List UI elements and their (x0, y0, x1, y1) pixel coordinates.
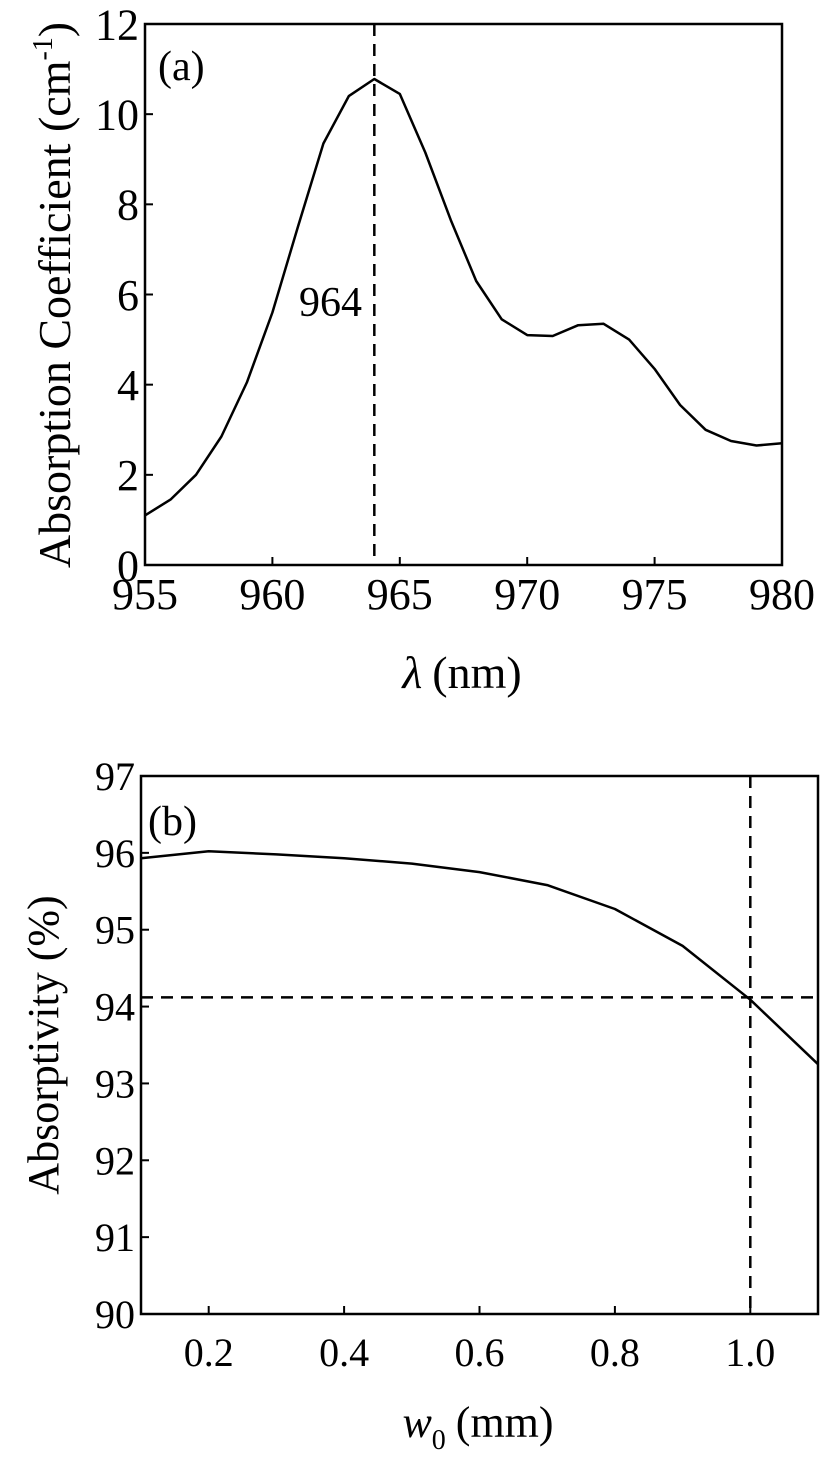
x-axis-label-a-symbol: λ (400, 647, 422, 698)
x-tick-label-a: 980 (749, 570, 815, 619)
y-tick-label-a: 6 (117, 271, 139, 320)
x-tick-label-b: 1.0 (725, 1330, 775, 1375)
panel-label-b: (b) (148, 799, 197, 845)
y-axis-label-a-close: ) (29, 22, 80, 37)
y-tick-label-a: 2 (117, 451, 139, 500)
x-axis-label-b-sub: 0 (432, 1425, 446, 1456)
y-axis-label-b: Absorptivity (%) (19, 895, 68, 1194)
annotation-964: 964 (299, 280, 362, 326)
y-tick-label-b: 97 (95, 754, 135, 799)
ticks-b: 0.2 0.4 0.6 0.8 1.0 90 91 92 93 94 95 96 97 (95, 754, 775, 1375)
y-tick-label-b: 96 (95, 831, 135, 876)
x-axis-label-b: w0 (mm) (402, 1398, 553, 1456)
x-tick-label-b: 0.6 (455, 1330, 505, 1375)
y-axis-label-a-text: Absorption Coefficient (cm (29, 60, 80, 568)
series-line-a (144, 77, 783, 517)
x-tick-label-a: 955 (112, 570, 178, 619)
x-tick-label-a: 970 (494, 570, 560, 619)
y-tick-label-a: 8 (117, 181, 139, 230)
plot-frame-a (143, 22, 784, 567)
x-axis-label-a: λ (nm) (400, 647, 521, 698)
x-tick-label-b: 0.4 (319, 1330, 369, 1375)
panel-label-a: (a) (158, 44, 205, 90)
y-tick-label-b: 93 (95, 1061, 135, 1106)
panel-b: 0.2 0.4 0.6 0.8 1.0 90 91 92 93 94 95 96 97 (b) Abso… (19, 754, 820, 1456)
y-tick-label-b: 92 (95, 1138, 135, 1183)
x-tick-label-b: 0.2 (184, 1330, 234, 1375)
x-axis-label-a-unit: (nm) (432, 647, 521, 698)
panel-a: 955 960 965 970 975 980 0 2 4 6 8 10 12 964 (a) Abso… (28, 0, 815, 698)
y-tick-label-b: 94 (95, 985, 135, 1030)
series-line-b (140, 850, 819, 1066)
x-tick-label-b: 0.8 (590, 1330, 640, 1375)
x-tick-label-a: 965 (367, 570, 433, 619)
y-tick-label-a: 4 (117, 361, 139, 410)
ticks-a: 955 960 965 970 975 980 0 2 4 6 8 10 12 (95, 0, 815, 619)
x-tick-label-a: 975 (622, 570, 688, 619)
y-tick-label-b: 95 (95, 908, 135, 953)
plot-frame-b (139, 774, 820, 1316)
y-axis-label-a-sup: -1 (28, 37, 59, 60)
y-tick-label-b: 91 (95, 1215, 135, 1260)
y-axis-label-a: Absorption Coefficient (cm-1) (28, 22, 80, 568)
x-axis-label-b-symbol: w (402, 1398, 432, 1447)
y-tick-label-a: 12 (95, 0, 139, 49)
y-tick-label-a: 10 (95, 91, 139, 140)
x-axis-label-b-unit: (mm) (456, 1398, 554, 1447)
y-tick-label-b: 90 (95, 1292, 135, 1337)
x-tick-label-a: 960 (239, 570, 305, 619)
y-tick-label-a: 0 (117, 541, 139, 590)
